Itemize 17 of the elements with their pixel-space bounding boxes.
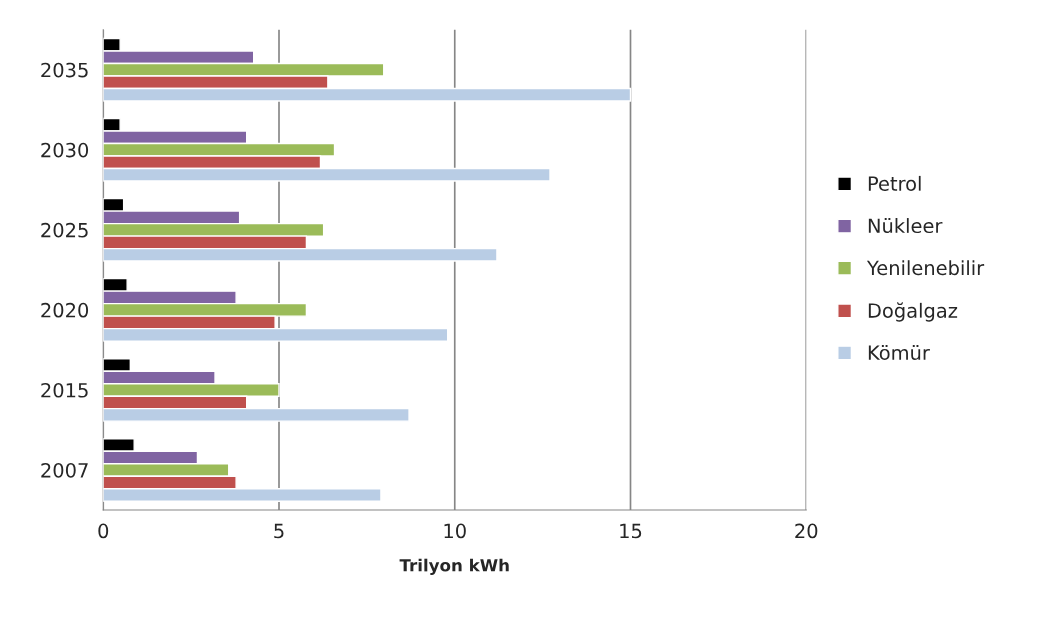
- y-tick-label: 2007: [41, 462, 88, 478]
- y-tick-label: 2020: [41, 302, 89, 318]
- legend-label: Yenilenebilir: [866, 260, 985, 276]
- legend-label: Nükleer: [868, 218, 943, 234]
- x-tick-label: 0: [98, 523, 109, 539]
- x-tick-label: 5: [274, 523, 284, 539]
- y-tick-label: 2030: [41, 142, 89, 158]
- legend-label: Doğalgaz: [868, 302, 958, 322]
- x-tick-label: 15: [620, 523, 642, 539]
- y-tick-label: 2015: [41, 382, 88, 398]
- y-tick-label: 2035: [41, 62, 88, 78]
- x-tick-label: 20: [795, 523, 818, 539]
- legend-label: Petrol: [868, 175, 921, 191]
- x-axis-title: Trilyon kWh: [399, 558, 509, 575]
- x-tick-label: 10: [444, 523, 466, 539]
- y-tick-label: 2025: [41, 222, 88, 238]
- legend-label: Kömür: [868, 345, 930, 361]
